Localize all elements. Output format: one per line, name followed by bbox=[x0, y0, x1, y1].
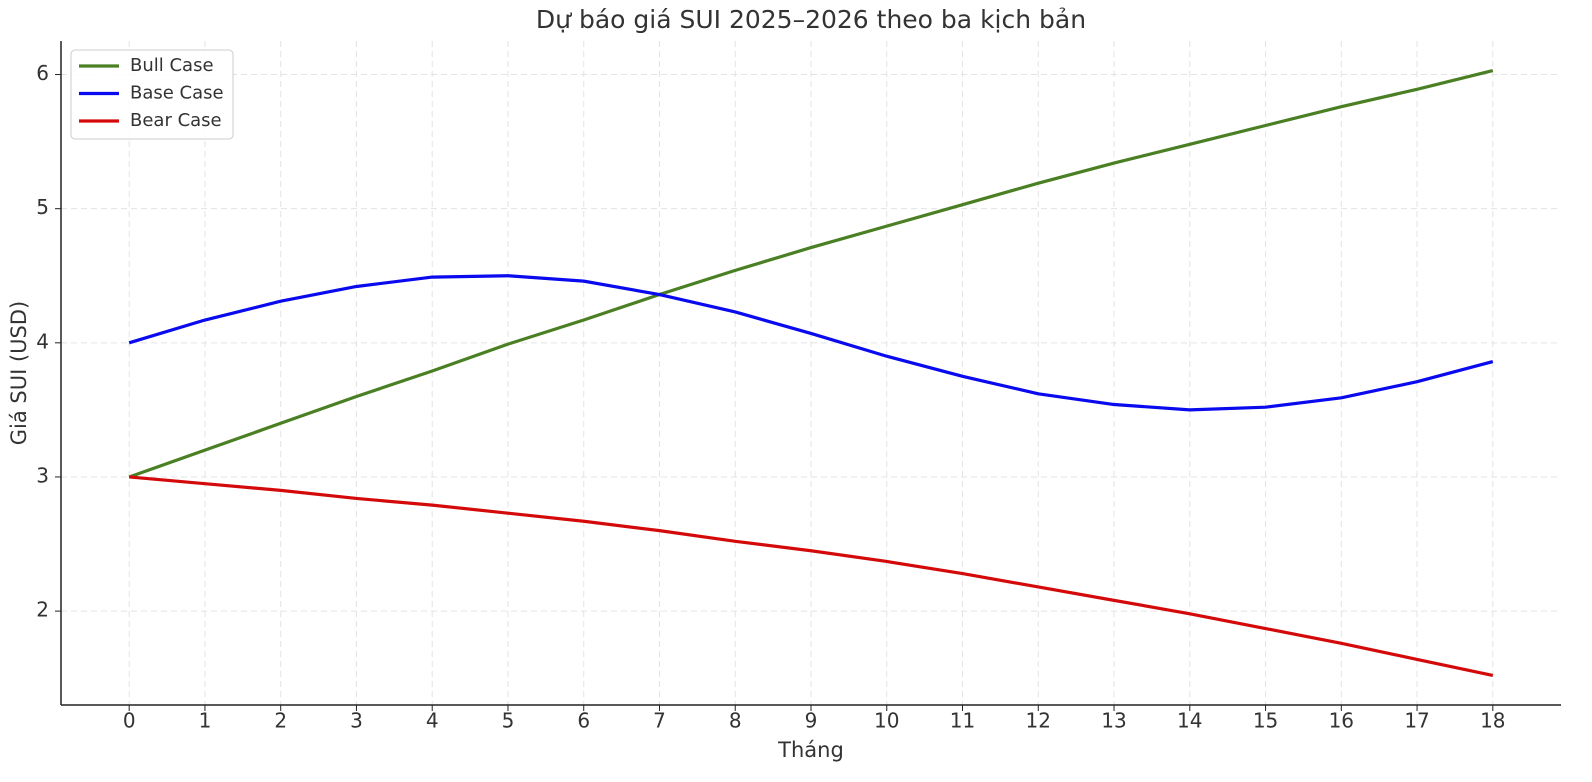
y-tick-label: 4 bbox=[36, 329, 49, 353]
x-tick-label: 18 bbox=[1480, 709, 1505, 733]
x-tick-label: 3 bbox=[350, 709, 363, 733]
x-tick-label: 8 bbox=[729, 709, 742, 733]
x-tick-label: 12 bbox=[1026, 709, 1051, 733]
x-tick-label: 6 bbox=[577, 709, 590, 733]
x-tick-label: 9 bbox=[805, 709, 818, 733]
x-tick-label: 0 bbox=[123, 709, 136, 733]
y-tick-label: 2 bbox=[36, 598, 49, 622]
legend-box bbox=[70, 49, 234, 140]
x-axis-label: Tháng bbox=[777, 738, 844, 762]
x-tick-label: 2 bbox=[274, 709, 287, 733]
series-line bbox=[128, 68, 1494, 479]
x-tick-label: 15 bbox=[1253, 709, 1278, 733]
y-tick-label: 6 bbox=[36, 61, 49, 85]
x-tick-label: 5 bbox=[502, 709, 515, 733]
legend-label: Bear Case bbox=[130, 110, 222, 131]
y-tick-label: 3 bbox=[36, 463, 49, 487]
series-line bbox=[129, 475, 1494, 678]
y-axis-label: Giá SUI (USD) bbox=[7, 301, 31, 445]
legend-label: Base Case bbox=[130, 83, 224, 104]
x-tick-label: 4 bbox=[426, 709, 439, 733]
x-tick-label: 14 bbox=[1177, 709, 1202, 733]
y-tick-label: 5 bbox=[36, 195, 49, 219]
x-tick-label: 13 bbox=[1101, 709, 1126, 733]
series-line bbox=[128, 274, 1494, 412]
x-tick-label: 1 bbox=[199, 709, 212, 733]
x-tick-label: 16 bbox=[1329, 709, 1354, 733]
x-tick-label: 7 bbox=[653, 709, 666, 733]
legend-label: Bull Case bbox=[130, 55, 214, 76]
x-tick-label: 17 bbox=[1404, 709, 1429, 733]
x-tick-label: 10 bbox=[874, 709, 899, 733]
chart-title: Dự báo giá SUI 2025–2026 theo ba kịch bả… bbox=[536, 5, 1086, 34]
x-tick-label: 11 bbox=[950, 709, 975, 733]
